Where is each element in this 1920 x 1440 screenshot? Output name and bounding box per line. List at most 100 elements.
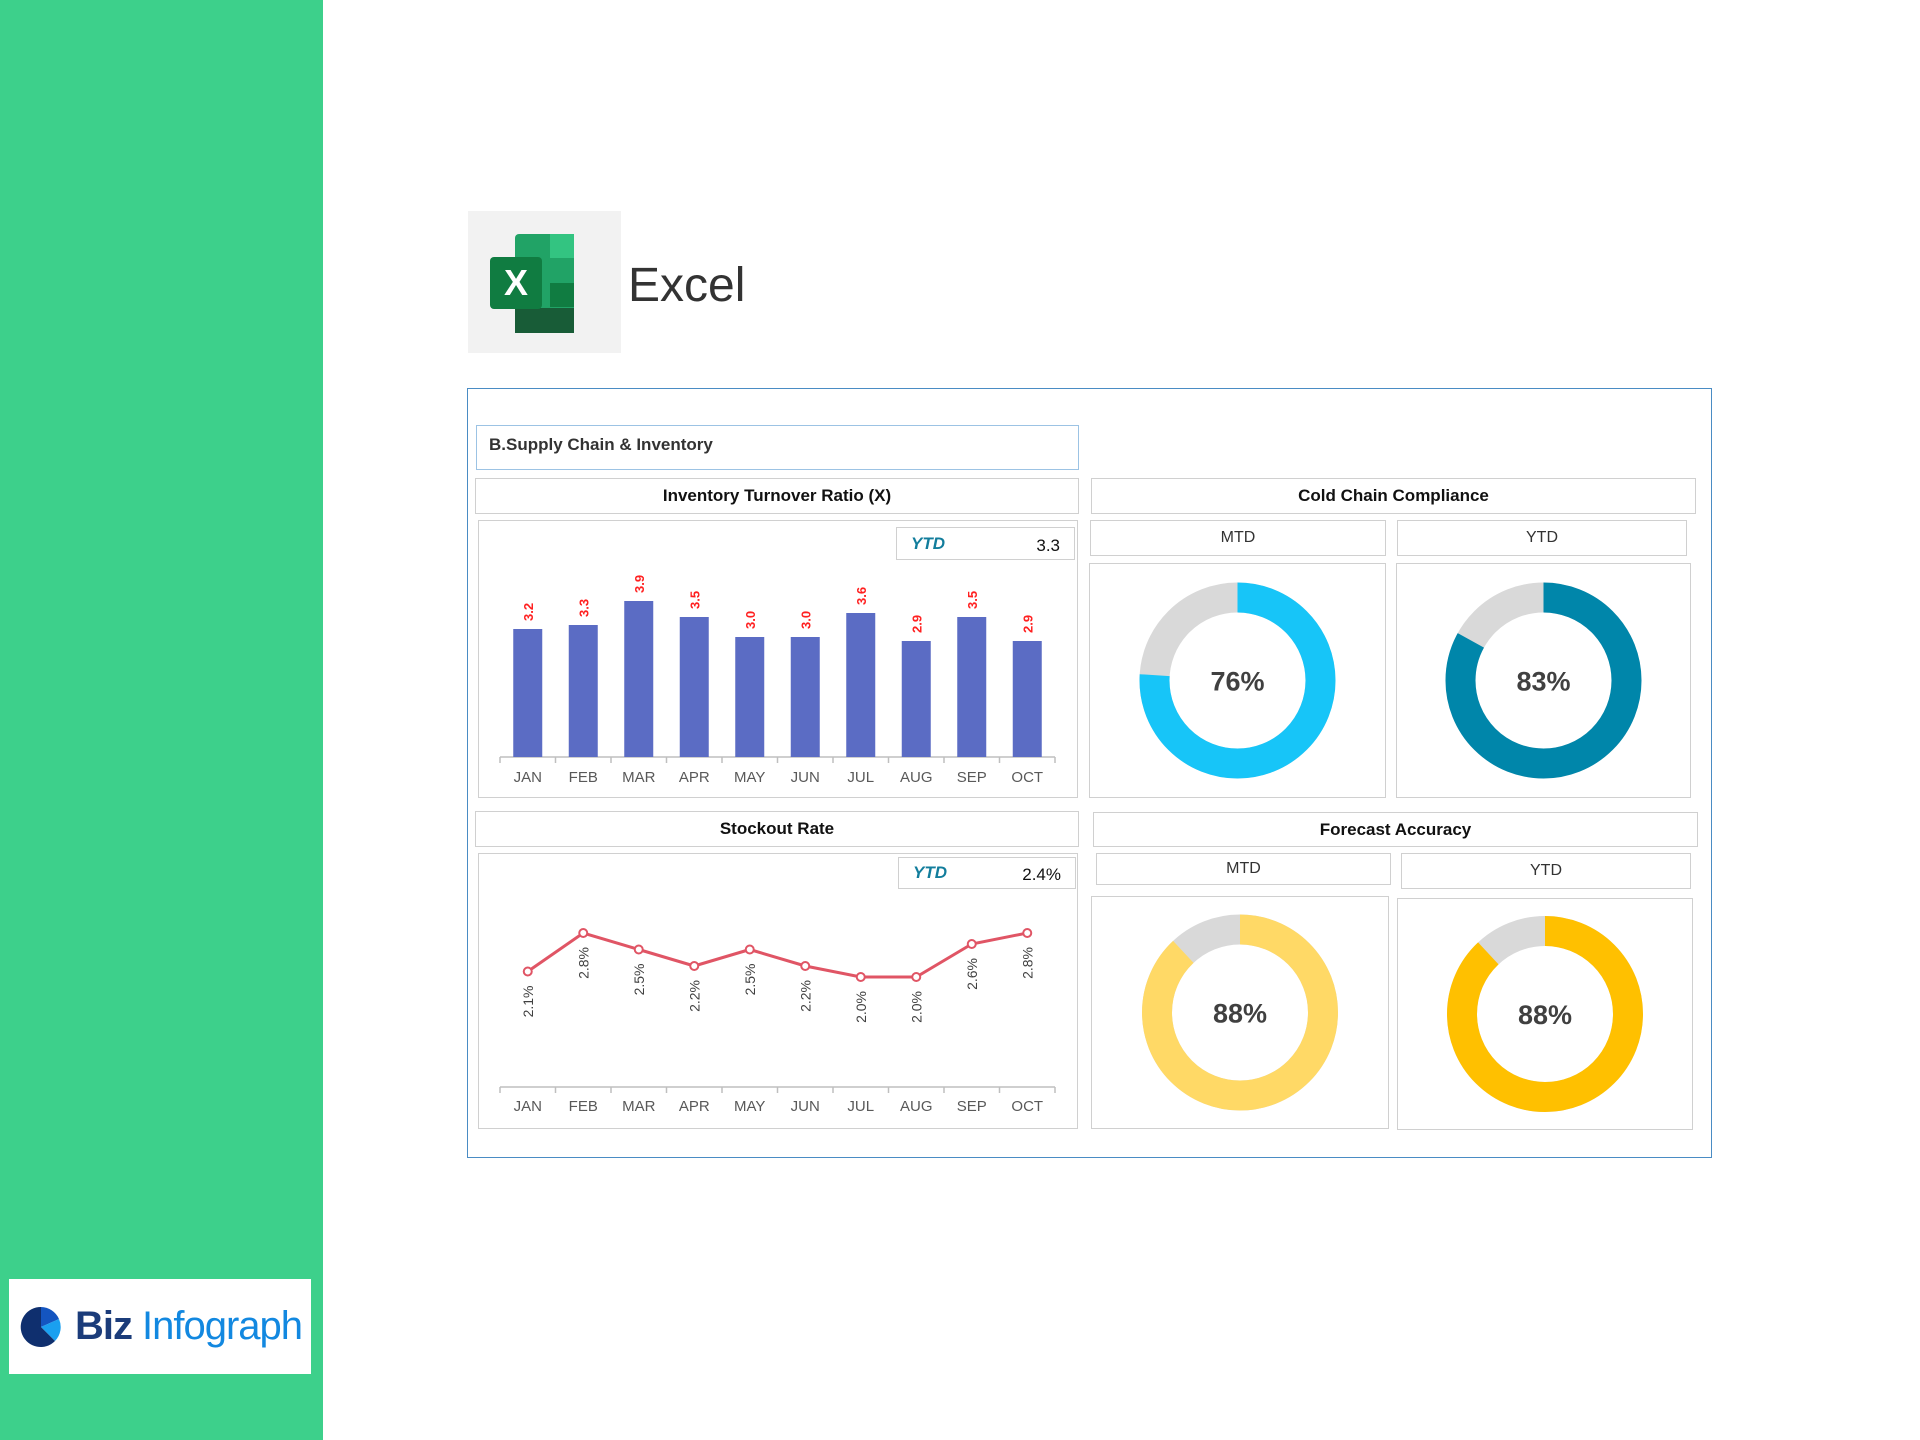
brand-name-infograph: Infograph	[142, 1304, 303, 1348]
x-tick-label: APR	[678, 769, 709, 786]
bar-data-label: 2.9	[1020, 614, 1035, 632]
x-tick-label: JUN	[790, 1098, 819, 1115]
bar	[790, 636, 820, 757]
forecast-ytd-panel: 88%	[1397, 898, 1693, 1130]
x-tick-label: JUL	[847, 1098, 874, 1115]
line-data-label: 2.8%	[1019, 947, 1035, 979]
cold-chain-mtd-label: MTD	[1090, 520, 1386, 556]
line-data-label: 2.5%	[741, 963, 757, 995]
data-point	[688, 960, 699, 971]
data-point	[799, 960, 810, 971]
data-point	[910, 971, 921, 982]
donut-percent-label: 88%	[1517, 1000, 1571, 1030]
cold-chain-ytd-panel: 83%	[1396, 563, 1691, 798]
biz-infograph-logo: Biz Infograph	[9, 1279, 311, 1374]
x-tick-label: MAY	[734, 1098, 765, 1115]
data-point	[522, 966, 533, 976]
donut-percent-label: 83%	[1516, 666, 1570, 696]
line-data-label: 2.0%	[908, 991, 924, 1023]
donut-percent-label: 76%	[1210, 666, 1264, 696]
bar-data-label: 3.0	[798, 610, 813, 628]
donut-value-arc	[1141, 914, 1338, 1110]
line-data-label: 2.1%	[519, 985, 535, 1017]
bar-data-label: 3.3	[576, 598, 591, 616]
bar	[679, 616, 709, 757]
inventory-chart-panel: JAN FEB MAR APR MAY JUN JUL AUG SEP OCT 3.2 3.3 3.9 3…	[478, 520, 1078, 798]
bar	[956, 616, 986, 757]
excel-logo: X	[468, 211, 621, 353]
cold-chain-header: Cold Chain Compliance	[1091, 478, 1696, 514]
bar-data-label: 3.9	[631, 574, 646, 592]
donut-value-arc	[1139, 582, 1335, 778]
inventory-ytd-box: YTD 3.3	[896, 527, 1075, 560]
cold-chain-ytd-donut: 83%	[1445, 582, 1641, 778]
cold-chain-mtd-panel: 76%	[1089, 563, 1386, 798]
ytd-label: YTD	[913, 863, 947, 882]
forecast-mtd-donut: 88%	[1141, 914, 1338, 1110]
x-tick-label: FEB	[568, 1098, 597, 1115]
line-data-label: 2.2%	[686, 980, 702, 1012]
cold-chain-ytd-label: YTD	[1397, 520, 1687, 556]
app-name: Excel	[628, 259, 746, 312]
stockout-header: Stockout Rate	[475, 811, 1079, 847]
inventory-header: Inventory Turnover Ratio (X)	[475, 478, 1079, 514]
stockout-line	[526, 930, 1028, 978]
x-tick-label: APR	[678, 1098, 709, 1115]
line-data-label: 2.0%	[852, 991, 868, 1023]
x-tick-label: OCT	[1011, 1098, 1043, 1115]
stockout-chart-panel: JAN FEB MAR APR MAY JUN JUL AUG SEP OCT 2.1% 2.8% 2.…	[478, 853, 1078, 1129]
inventory-bar-chart: JAN FEB MAR APR MAY JUN JUL AUG SEP OCT 3.2 3.3 3.9 3…	[498, 574, 1056, 786]
bar	[512, 628, 542, 757]
brand-name-biz: Biz	[75, 1304, 133, 1348]
donut-value-arc	[1445, 582, 1641, 778]
bar-data-label: 3.0	[742, 610, 757, 628]
x-tick-label: SEP	[956, 769, 986, 786]
x-tick-label: MAY	[734, 769, 765, 786]
stockout-line-chart: JAN FEB MAR APR MAY JUN JUL AUG SEP OCT 2.1% 2.8% 2.…	[498, 927, 1056, 1115]
ytd-value: 2.4%	[1022, 865, 1061, 884]
data-point	[1021, 927, 1032, 938]
pie-logo-icon	[20, 1306, 61, 1347]
data-point	[633, 944, 644, 954]
x-tick-label: FEB	[568, 769, 597, 786]
ytd-label: YTD	[911, 533, 945, 553]
bar	[568, 624, 598, 757]
bar	[1012, 640, 1042, 757]
x-tick-label: AUG	[899, 769, 932, 786]
forecast-mtd-panel: 88%	[1091, 896, 1389, 1129]
x-tick-label: JAN	[513, 769, 541, 786]
data-point	[577, 927, 588, 938]
forecast-header: Forecast Accuracy	[1093, 812, 1698, 847]
bar-data-label: 3.5	[964, 590, 979, 608]
x-tick-label: JAN	[513, 1098, 541, 1115]
x-tick-label: OCT	[1011, 769, 1043, 786]
green-sidebar	[0, 0, 323, 1440]
x-tick-label: MAR	[622, 1098, 656, 1115]
x-tick-label: JUL	[847, 769, 874, 786]
data-point	[855, 971, 866, 982]
donut-value-arc	[1446, 915, 1643, 1112]
data-point	[744, 944, 755, 954]
donut-percent-label: 88%	[1212, 998, 1266, 1028]
ytd-value: 3.3	[1036, 535, 1060, 555]
bar	[623, 600, 653, 757]
bar	[901, 640, 931, 757]
forecast-mtd-label: MTD	[1096, 853, 1391, 885]
bar-data-label: 2.9	[909, 614, 924, 632]
dashboard-title: B.Supply Chain & Inventory	[476, 425, 1079, 470]
x-tick-label: MAR	[622, 769, 656, 786]
forecast-ytd-donut: 88%	[1446, 915, 1643, 1112]
line-data-label: 2.2%	[797, 980, 813, 1012]
excel-x-icon: X	[490, 257, 542, 309]
line-data-label: 2.5%	[630, 963, 646, 995]
data-point	[966, 938, 977, 949]
bar	[845, 612, 875, 757]
line-data-label: 2.6%	[963, 958, 979, 990]
line-data-label: 2.8%	[575, 947, 591, 979]
x-tick-label: AUG	[899, 1098, 932, 1115]
bar-data-label: 3.6	[853, 586, 868, 604]
forecast-ytd-label: YTD	[1401, 853, 1691, 889]
stockout-ytd-box: YTD 2.4%	[898, 857, 1076, 889]
bar	[734, 636, 764, 757]
x-tick-label: JUN	[790, 769, 819, 786]
